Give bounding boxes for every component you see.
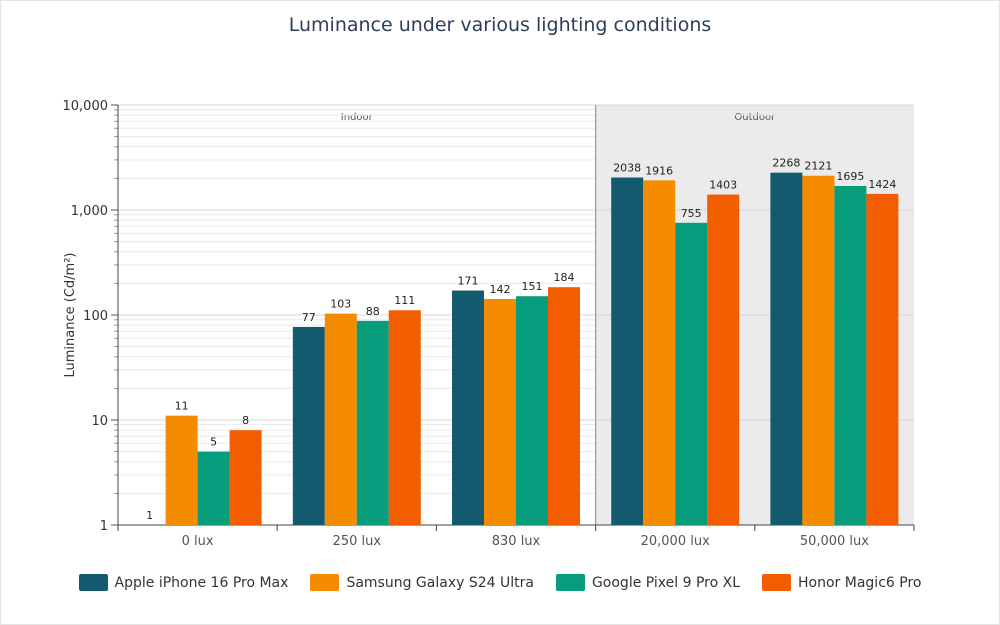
y-tick-label: 1,000 — [71, 204, 108, 219]
y-tick-label: 10,000 — [63, 99, 109, 114]
bar — [516, 296, 548, 525]
bar — [548, 287, 580, 525]
y-tick-label: 1 — [100, 519, 108, 534]
data-label: 2268 — [772, 157, 800, 170]
data-label: 5 — [210, 436, 217, 449]
legend-label: Google Pixel 9 Pro XL — [591, 574, 741, 591]
bar — [643, 180, 676, 526]
x-tick-label: 20,000 lux — [641, 534, 710, 549]
data-label: 184 — [554, 271, 575, 284]
data-label: 111 — [394, 294, 415, 307]
data-label: 151 — [522, 280, 543, 293]
x-tick-label: 830 lux — [492, 534, 541, 549]
region-label: Outdoor — [734, 112, 776, 123]
y-axis-label: Luminance (Cd/m²) — [63, 253, 78, 378]
data-label: 1424 — [868, 178, 896, 191]
x-tick-label: 0 lux — [182, 534, 214, 549]
bar — [770, 172, 803, 526]
data-label: 103 — [330, 298, 351, 311]
legend-label: Samsung Galaxy S24 Ultra — [346, 574, 534, 591]
chart-title: Luminance under various lighting conditi… — [288, 14, 712, 36]
chart-legend: Apple iPhone 16 Pro Max Samsung Galaxy S2… — [0, 574, 1000, 591]
data-label: 77 — [302, 311, 316, 324]
y-tick-label: 100 — [83, 309, 108, 324]
bar — [388, 310, 421, 525]
legend-item[interactable]: Samsung Galaxy S24 Ultra — [310, 574, 534, 591]
legend-swatch — [555, 574, 585, 591]
data-label: 88 — [366, 305, 380, 318]
bar — [611, 177, 644, 525]
x-tick-label: 50,000 lux — [800, 534, 869, 549]
data-label: 1 — [146, 509, 153, 522]
bar — [165, 415, 198, 525]
data-label: 2121 — [804, 160, 832, 173]
legend-swatch — [762, 574, 792, 591]
legend-swatch — [78, 574, 108, 591]
data-label: 11 — [175, 400, 189, 413]
data-label: 171 — [458, 275, 479, 288]
bar — [452, 290, 484, 525]
bar — [675, 222, 708, 526]
region-label: Indoor — [341, 112, 374, 123]
bar — [292, 326, 325, 525]
x-tick-label: 250 lux — [333, 534, 382, 549]
data-label: 8 — [242, 414, 249, 427]
data-label: 2038 — [613, 162, 641, 175]
bar — [356, 320, 389, 525]
data-label: 1695 — [836, 170, 864, 183]
bar — [197, 451, 230, 525]
legend-label: Apple iPhone 16 Pro Max — [114, 574, 289, 591]
bar — [866, 193, 899, 525]
bar — [484, 299, 516, 525]
legend-label: Honor Magic6 Pro — [798, 574, 922, 591]
bar — [834, 185, 867, 525]
legend-item[interactable]: Honor Magic6 Pro — [762, 574, 921, 591]
bar — [802, 175, 835, 525]
y-tick-label: 10 — [91, 414, 108, 429]
data-label: 1916 — [645, 164, 673, 177]
bar — [707, 194, 740, 525]
data-label: 755 — [681, 207, 702, 220]
legend-swatch — [310, 574, 340, 591]
data-label: 1403 — [709, 179, 737, 192]
legend-item[interactable]: Google Pixel 9 Pro XL — [555, 574, 741, 591]
bar — [324, 313, 357, 525]
data-label: 142 — [490, 283, 511, 296]
legend-item[interactable]: Apple iPhone 16 Pro Max — [78, 574, 289, 591]
bar — [229, 430, 262, 525]
